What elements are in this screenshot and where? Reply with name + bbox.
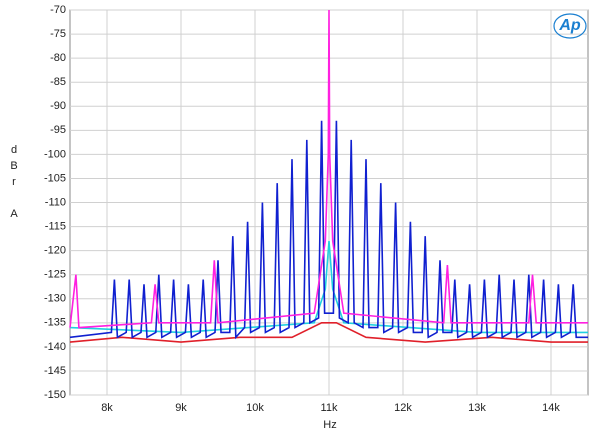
y-tick-label: -95 (50, 124, 66, 136)
plot-area (69, 9, 588, 396)
y-tick-label: -140 (44, 341, 66, 353)
y-tick-label: -105 (44, 172, 66, 184)
x-tick-label: 11k (321, 402, 338, 414)
y-tick-label: -85 (50, 76, 66, 88)
series-line (69, 240, 588, 334)
y-tick-label: -135 (44, 317, 66, 329)
x-axis-label: Hz (323, 419, 336, 431)
x-tick-label: 9k (175, 402, 187, 414)
y-tick-label: -90 (50, 100, 66, 112)
y-tick-label: -120 (44, 245, 66, 257)
y-tick-label: -145 (44, 365, 66, 377)
y-tick-label: -80 (50, 52, 66, 64)
x-tick-label: 13k (468, 402, 486, 414)
x-tick-label: 14k (542, 402, 560, 414)
logo-ring (553, 13, 587, 39)
y-tick-label: -75 (50, 28, 66, 40)
logo: Ap (558, 17, 581, 34)
y-tick-label: -110 (45, 196, 66, 208)
series-line (69, 120, 588, 340)
x-tick-label: 10k (246, 402, 264, 414)
series-line (69, 9, 588, 329)
y-tick-label: -115 (45, 220, 66, 232)
y-tick-label: -150 (44, 389, 66, 401)
x-tick-label: 12k (394, 402, 412, 414)
x-tick-label: 8k (101, 402, 113, 414)
y-tick-label: -125 (44, 269, 66, 281)
y-tick-label: -130 (44, 293, 66, 305)
y-tick-label: -100 (44, 148, 66, 160)
y-tick-label: -70 (50, 4, 66, 16)
